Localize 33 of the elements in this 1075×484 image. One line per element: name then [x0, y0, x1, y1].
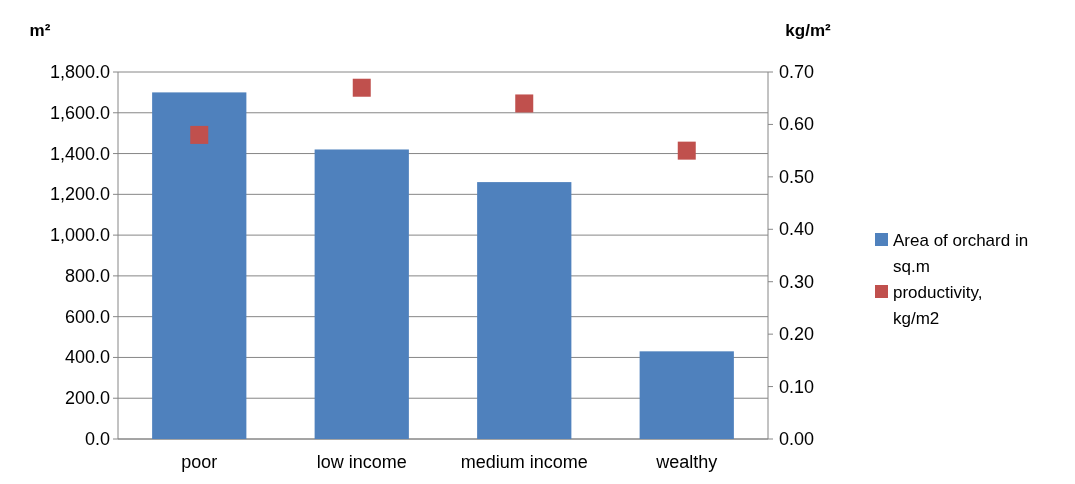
bar	[152, 92, 247, 439]
y-axis-title: m²	[29, 21, 51, 40]
y-tick-label: 1,400.0	[49, 143, 110, 164]
y2-tick-label: 0.60	[779, 114, 815, 135]
bar	[477, 182, 572, 439]
y2-axis-title: kg/m²	[785, 21, 832, 40]
point	[190, 125, 209, 144]
x-tick-label: medium income	[460, 452, 588, 472]
y2-tick-label: 0.00	[779, 429, 815, 449]
bar	[314, 149, 409, 439]
point	[352, 78, 371, 97]
bar	[639, 351, 734, 439]
y-tick-label: 0.0	[84, 429, 110, 449]
y2-tick-label: 0.50	[779, 166, 815, 187]
y-tick-label: 800.0	[64, 265, 110, 286]
y-tick-label: 1,600.0	[49, 102, 110, 123]
y-tick-label: 1,200.0	[49, 184, 110, 205]
point	[515, 94, 534, 113]
x-tick-label: poor	[181, 452, 218, 472]
legend-label: productivity, kg/m2	[893, 282, 983, 328]
point	[677, 141, 696, 160]
y-tick-label: 1,000.0	[49, 225, 110, 246]
y2-tick-label: 0.30	[779, 271, 815, 292]
x-tick-label: low income	[316, 452, 407, 472]
y-tick-label: 1,800.0	[49, 62, 110, 82]
y2-tick-label: 0.70	[779, 62, 815, 82]
x-tick-label: wealthy	[655, 452, 718, 472]
y-tick-label: 400.0	[64, 347, 110, 368]
y-tick-label: 600.0	[64, 306, 110, 327]
y-tick-label: 200.0	[64, 388, 110, 409]
y2-tick-label: 0.10	[779, 376, 815, 397]
y2-tick-label: 0.40	[779, 219, 815, 240]
y2-tick-label: 0.20	[779, 324, 815, 345]
